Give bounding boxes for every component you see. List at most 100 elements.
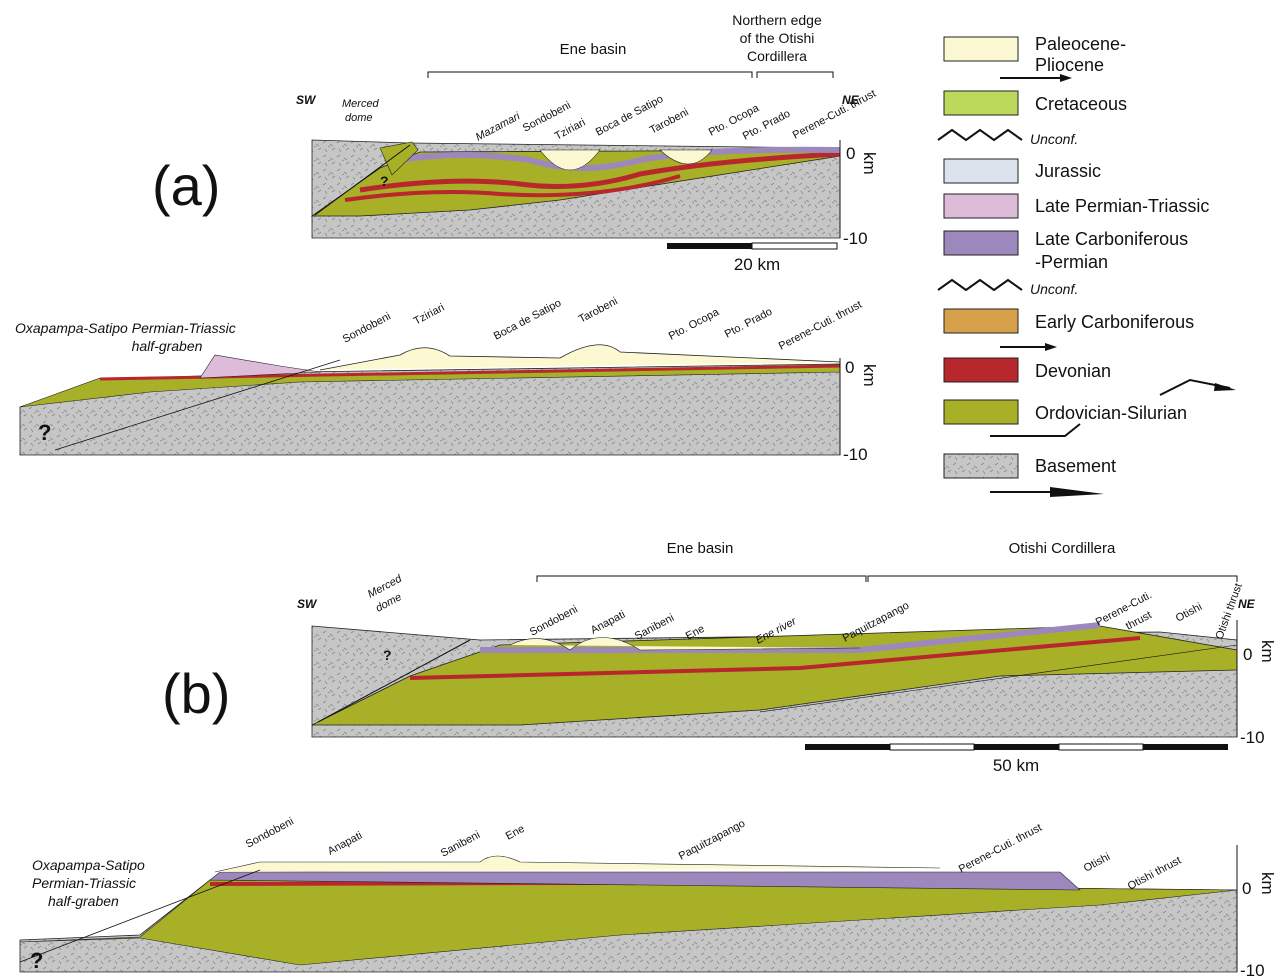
zero-a-restored: 0 — [845, 358, 854, 377]
legend-swatch-devonian — [943, 357, 1019, 383]
legend-label-devonian: Devonian — [1035, 361, 1111, 381]
legend-unconformity-2 — [937, 278, 1023, 292]
place-ar-ocopa: Pto. Ocopa — [667, 306, 722, 343]
place-br-otishi: Otishi — [1082, 851, 1112, 875]
legend-swatch-jurassic — [943, 158, 1019, 184]
otishi-edge-line1: Northern edge — [732, 12, 822, 28]
place-br-ene: Ene — [504, 823, 527, 843]
panel-a: (a) Ene basin Northern edge of the Otish… — [15, 12, 879, 464]
ene-basin-bracket-b — [536, 575, 867, 582]
otishi-edge-line2: of the Otishi — [740, 30, 815, 46]
merced-label-a2: dome — [345, 112, 373, 124]
minus10-b: -10 — [1240, 728, 1265, 747]
ordovician-b-restored — [19, 879, 1238, 966]
legend-label-early-carb: Early Carboniferous — [1035, 312, 1194, 332]
place-ar-tziriari: Tziriari — [412, 302, 447, 328]
legend-swatch-early-carb — [943, 308, 1019, 334]
place-b-otishi-thrust: Otishi thrust — [1214, 582, 1245, 641]
minus10-b-restored: -10 — [1240, 961, 1265, 978]
sw-label-a: SW — [296, 93, 317, 107]
otishi-bracket-b — [867, 575, 1238, 582]
ene-basin-bracket-a — [427, 71, 753, 78]
legend-label-jurassic: Jurassic — [1035, 161, 1101, 181]
place-br-perene: Perene-Cuti. thrust — [957, 822, 1044, 876]
ne-label-a: NE — [842, 93, 860, 107]
legend-label-unconf-1: Unconf. — [1030, 131, 1078, 147]
scale-b-label: 50 km — [993, 756, 1039, 775]
devonian-a — [359, 151, 841, 193]
fault-a-restored — [54, 359, 341, 451]
merced-label-a1: Merced — [342, 98, 380, 110]
paleocene-a2 — [659, 149, 713, 165]
legend-label-unconf-2: Unconf. — [1030, 281, 1078, 297]
scale-b-5 — [1143, 744, 1228, 750]
place-br-anapati: Anapati — [326, 830, 365, 858]
scale-b-1 — [805, 744, 890, 750]
otishi-title-b: Otishi Cordillera — [1009, 540, 1116, 557]
place-ar-perene: Perene-Cuti. thrust — [777, 299, 864, 353]
legend-swatch-permian — [943, 230, 1019, 256]
place-br-sondobeni: Sondobeni — [244, 815, 296, 850]
paleocene-a-restored — [319, 344, 841, 371]
legend: Paleocene- Pliocene Cretaceous Unconf. J… — [937, 34, 1236, 497]
ene-basin-title-a: Ene basin — [560, 41, 627, 58]
place-a-perene: Perene-Cuti. thrust — [791, 88, 878, 142]
km-b: km — [1258, 640, 1277, 663]
legend-thrust-line — [990, 423, 1081, 437]
legend-unconformity-1 — [937, 128, 1023, 142]
question-b: ? — [383, 647, 392, 663]
scale-a-white — [751, 242, 838, 250]
place-br-otishi-thrust: Otishi thrust — [1126, 855, 1183, 893]
minus10-a-restored: -10 — [843, 445, 868, 464]
legend-label-triassic: Late Permian-Triassic — [1035, 196, 1209, 216]
panel-b-label: (b) — [162, 662, 230, 725]
legend-label-permian: Late Carboniferous — [1035, 229, 1188, 249]
km-a-restored: km — [860, 364, 879, 387]
fault-b-restored — [19, 869, 261, 963]
place-b-anapati: Anapati — [589, 609, 628, 637]
scale-b-3 — [974, 744, 1059, 750]
zero-b: 0 — [1243, 645, 1252, 664]
scale-b-2 — [889, 743, 975, 751]
legend-arrowhead-2 — [1045, 343, 1057, 351]
place-br-sanibeni: Sanibeni — [439, 829, 482, 860]
zero-a: 0 — [846, 144, 855, 163]
question-b-restored: ? — [30, 948, 43, 973]
panel-b: (b) Ene basin Otishi Cordillera SW NE Me… — [19, 540, 1277, 978]
halfgraben-b-line3: half-graben — [48, 893, 119, 909]
legend-swatch-paleocene — [943, 36, 1019, 62]
km-b-restored: km — [1258, 872, 1277, 895]
legend-arrowhead-1 — [1060, 74, 1072, 82]
paleocene-a1 — [539, 149, 601, 171]
place-ar-tarobeni: Tarobeni — [577, 295, 620, 325]
paleocene-b — [509, 637, 861, 651]
fault-b-2 — [759, 644, 1238, 713]
scale-b-4 — [1058, 743, 1144, 751]
place-b-sondobeni: Sondobeni — [528, 603, 580, 638]
place-br-paquitzapango: Paquitzapango — [677, 818, 747, 863]
fault-b — [317, 639, 471, 723]
halfgraben-b-line2: Permian-Triassic — [32, 875, 136, 891]
halfgraben-b-line1: Oxapampa-Satipo — [32, 857, 145, 873]
question-a: ? — [380, 173, 389, 189]
legend-swatch-basement — [943, 453, 1019, 479]
legend-label-paleocene-2: Pliocene — [1035, 55, 1104, 75]
zero-b-restored: 0 — [1242, 879, 1251, 898]
permian-b — [480, 622, 1101, 653]
merced-dome-a — [379, 141, 419, 176]
place-a-tarobeni: Tarobeni — [648, 106, 691, 136]
halfgraben-a-line1: Oxapampa-Satipo Permian-Triassic — [15, 320, 236, 336]
halfgraben-a-line2: half-graben — [132, 338, 203, 354]
place-b-otishi: Otishi — [1174, 601, 1204, 625]
place-ar-sondobeni: Sondobeni — [341, 310, 393, 345]
legend-arrowhead-4 — [1050, 487, 1104, 497]
question-a-restored: ? — [38, 420, 51, 445]
panel-a-label: (a) — [152, 154, 220, 217]
devonian-a2 — [344, 174, 681, 202]
devonian-b — [409, 636, 1141, 680]
scale-a-label: 20 km — [734, 255, 780, 274]
permian-a — [399, 146, 841, 171]
legend-swatch-triassic — [943, 193, 1019, 219]
legend-label-permian-2: -Permian — [1035, 252, 1108, 272]
km-a: km — [860, 152, 879, 175]
